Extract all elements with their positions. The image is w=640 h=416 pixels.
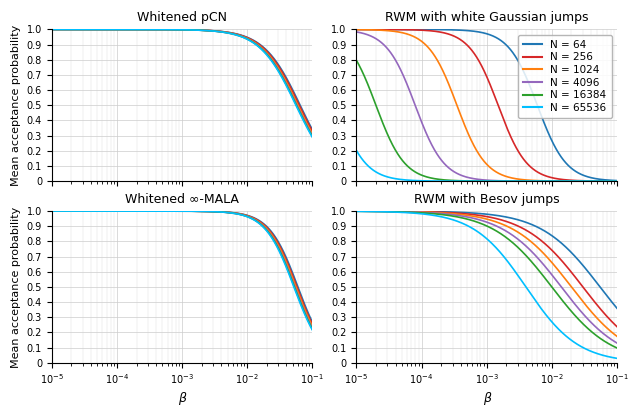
X-axis label: β: β (178, 392, 186, 405)
Title: RWM with Besov jumps: RWM with Besov jumps (414, 193, 559, 206)
Y-axis label: Mean acceptance probability: Mean acceptance probability (11, 25, 21, 186)
X-axis label: β: β (483, 392, 491, 405)
Title: RWM with white Gaussian jumps: RWM with white Gaussian jumps (385, 11, 588, 24)
Title: Whitened pCN: Whitened pCN (137, 11, 227, 24)
Y-axis label: Mean acceptance probability: Mean acceptance probability (11, 206, 21, 368)
Legend: N = 64, N = 256, N = 1024, N = 4096, N = 16384, N = 65536: N = 64, N = 256, N = 1024, N = 4096, N =… (518, 35, 612, 118)
Title: Whitened ∞-MALA: Whitened ∞-MALA (125, 193, 239, 206)
